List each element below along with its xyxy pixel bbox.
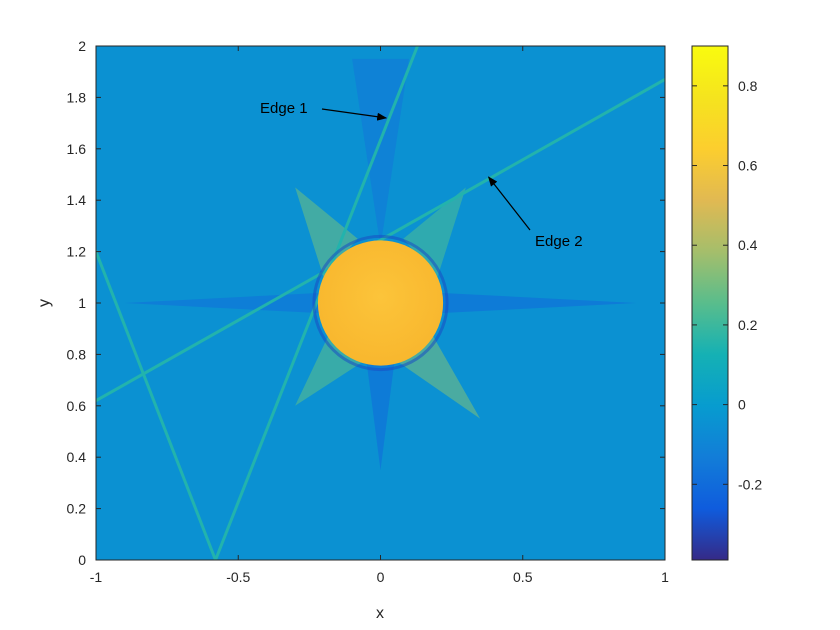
y-tick-label: 1.4	[67, 192, 87, 208]
x-axis-ticks: -1 -0.5 0 0.5 1	[90, 46, 669, 585]
artifact-wedge	[124, 292, 324, 314]
edge-line-1	[213, 46, 420, 560]
y-tick-label: 2	[78, 38, 86, 54]
annotations: Edge 1 Edge 2	[260, 100, 583, 250]
colorbar-tick-label: 0.8	[738, 78, 758, 94]
artifact-wedge	[394, 333, 481, 419]
y-tick-label: 0.2	[67, 501, 87, 517]
y-tick-label: 0.8	[67, 346, 87, 362]
y-tick-label: 0.6	[67, 398, 87, 414]
y-tick-label: 0.4	[67, 449, 87, 465]
y-tick-label: 1.8	[67, 89, 87, 105]
x-tick-label: 0	[377, 569, 385, 585]
annotation-arrow-2	[487, 176, 531, 231]
colorbar-tick-label: 0	[738, 397, 746, 413]
annotation-label-2: Edge 2	[535, 233, 583, 250]
colorbar-ticks: -0.2 0 0.2 0.4 0.6 0.8	[692, 78, 762, 492]
x-tick-label: 1	[661, 569, 669, 585]
disk	[317, 240, 444, 366]
disk-rim	[312, 234, 449, 372]
y-axis-label: y	[36, 299, 53, 307]
y-axis-ticks: 0 0.2 0.4 0.6 0.8 1 1.2 1.4 1.6 1.8 2	[67, 38, 665, 568]
edge-line-2	[96, 77, 665, 403]
colorbar-tick-label: -0.2	[738, 476, 762, 492]
plot-area	[96, 46, 665, 560]
x-tick-label: 0.5	[513, 569, 533, 585]
colorbar-tick-label: 0.4	[738, 237, 758, 253]
artifact-wedge	[437, 292, 637, 314]
colorbar	[691, 45, 729, 561]
x-tick-label: -1	[90, 569, 103, 585]
y-tick-label: 1.2	[67, 244, 87, 260]
x-axis-label: x	[376, 605, 384, 622]
y-tick-label: 0	[78, 552, 86, 568]
x-tick-label: -0.5	[226, 569, 250, 585]
disk-region	[312, 234, 449, 372]
edge-line-3	[96, 249, 218, 560]
annotation-arrow-1	[321, 108, 388, 121]
colorbar-tick-label: 0.2	[738, 317, 758, 333]
edge-lines	[96, 46, 665, 560]
y-tick-label: 1	[78, 295, 86, 311]
colorbar-tick-label: 0.6	[738, 158, 758, 174]
annotation-label-1: Edge 1	[260, 100, 308, 117]
y-tick-label: 1.6	[67, 141, 87, 157]
artifact-wedge	[366, 359, 395, 471]
